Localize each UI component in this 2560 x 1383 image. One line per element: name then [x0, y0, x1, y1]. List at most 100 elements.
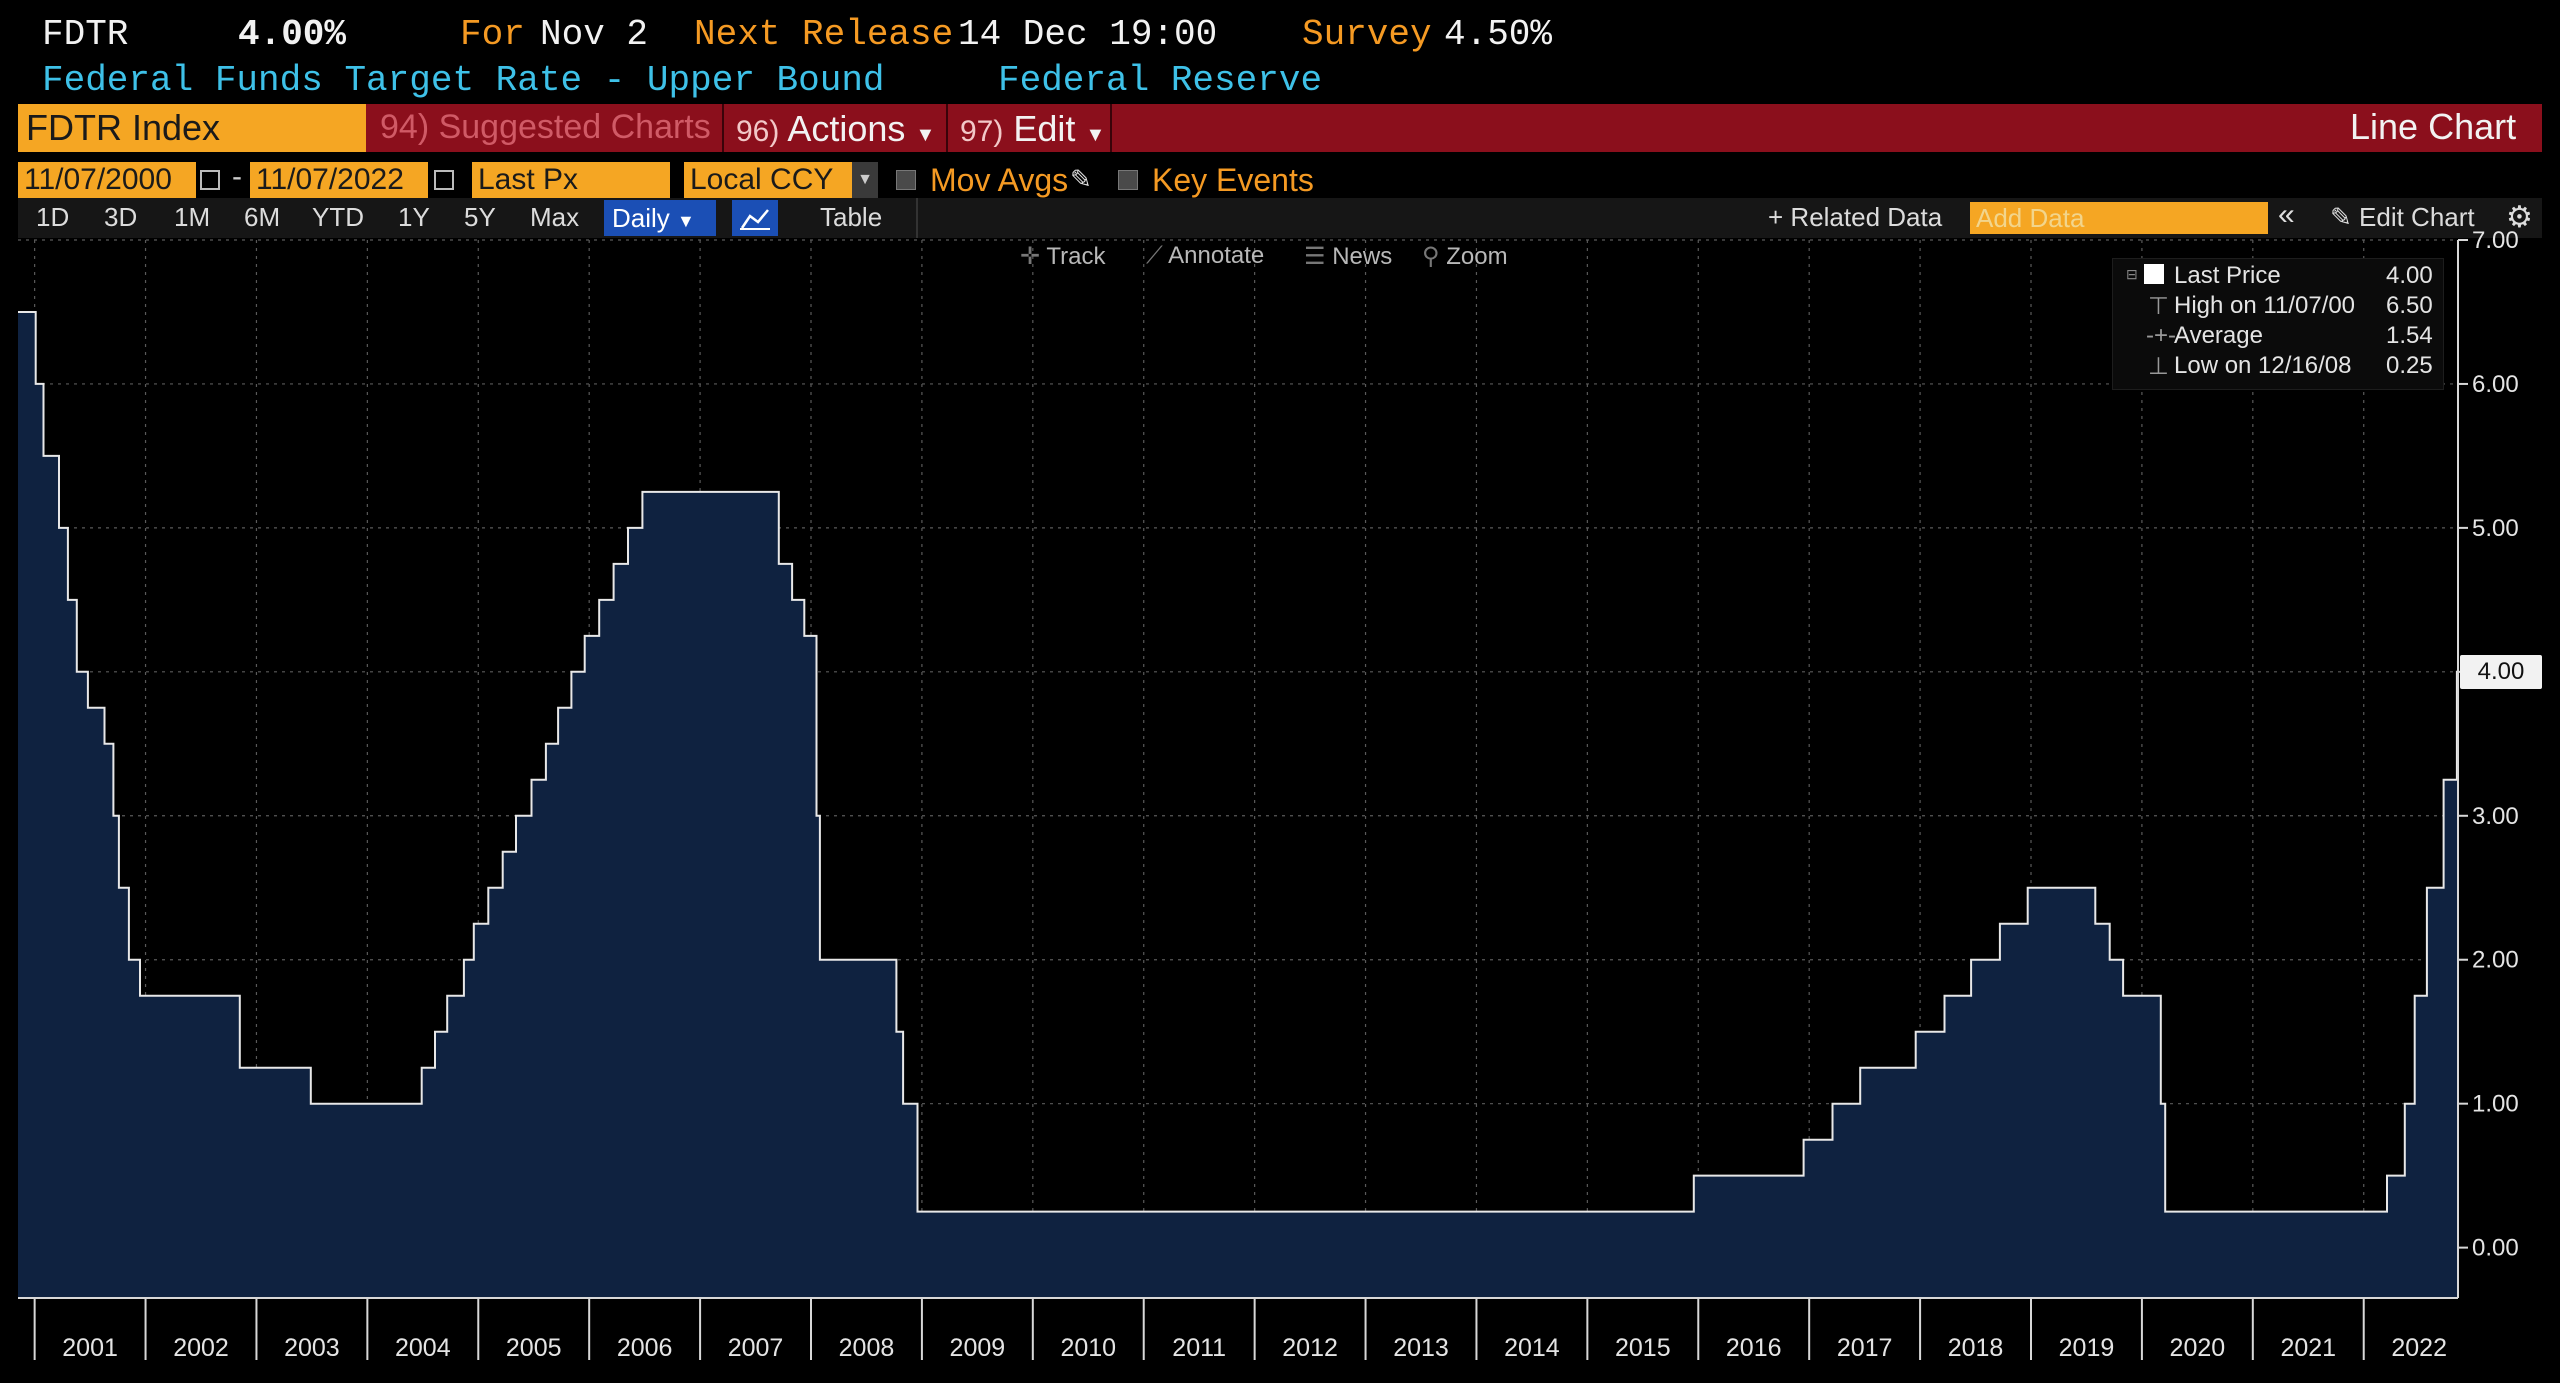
news-icon: ☰: [1304, 243, 1326, 270]
mov-avgs-checkbox[interactable]: [896, 170, 916, 190]
high-marker-icon: ⊤: [2148, 293, 2169, 320]
edit-chart-label: Edit Chart: [2359, 202, 2475, 232]
calendar-icon[interactable]: [200, 170, 220, 190]
range-ytd[interactable]: YTD: [312, 202, 364, 232]
legend-high-label: High on 11/07/00: [2174, 292, 2356, 319]
x-tick-label: 2015: [1615, 1334, 1671, 1362]
y-tick-label: 0.00: [2472, 1235, 2519, 1262]
chevron-down-icon: ▼: [677, 211, 695, 231]
rate-line: [18, 311, 2458, 1213]
calendar-icon[interactable]: [434, 170, 454, 190]
actions-number: 96): [736, 115, 780, 148]
survey-label: Survey: [1302, 14, 1432, 55]
y-tick-label: 7.00: [2472, 227, 2519, 254]
x-tick-label: 2012: [1282, 1334, 1338, 1362]
table-view-button[interactable]: Table: [820, 202, 883, 232]
x-tick-label: 2011: [1172, 1334, 1226, 1362]
track-label: Track: [1046, 243, 1106, 270]
legend-last-price-value: 4.00: [2386, 262, 2433, 289]
x-tick-label: 2014: [1504, 1334, 1560, 1362]
divider: [916, 198, 918, 238]
range-3d[interactable]: 3D: [104, 202, 138, 232]
x-tick-label: 2005: [506, 1334, 562, 1362]
range-1y[interactable]: 1Y: [398, 202, 430, 232]
average-marker-icon: -+-: [2146, 322, 2176, 349]
end-date-input[interactable]: 11/07/2022: [250, 162, 428, 198]
pencil-icon[interactable]: ✎: [1070, 164, 1092, 194]
security-description: Federal Funds Target Rate - Upper Bound: [42, 60, 885, 101]
x-tick-label: 2017: [1837, 1334, 1893, 1362]
start-date-input[interactable]: 11/07/2000: [18, 162, 196, 198]
axes: [18, 240, 2459, 1299]
related-data-label: Related Data: [1790, 202, 1943, 232]
range-1m[interactable]: 1M: [174, 202, 211, 232]
y-tick-label: 1.00: [2472, 1091, 2519, 1118]
edit-label: Edit: [1013, 108, 1076, 149]
divider: [722, 104, 724, 152]
field-select[interactable]: Last Px: [472, 162, 670, 198]
edit-button[interactable]: 97) Edit ▼: [960, 108, 1105, 150]
range-max[interactable]: Max: [530, 202, 580, 232]
y-tick-label: 5.00: [2472, 515, 2519, 542]
collapse-legend-icon[interactable]: ⊟: [2126, 266, 2138, 282]
frequency-dropdown[interactable]: Daily ▼: [604, 200, 716, 236]
actions-button[interactable]: 96) Actions ▼: [736, 108, 935, 150]
line-chart-view-button[interactable]: [732, 200, 778, 236]
legend-swatch[interactable]: [2144, 264, 2164, 284]
actions-label: Actions: [787, 108, 906, 149]
last-value: 4.00%: [238, 14, 347, 55]
annotate-label: Annotate: [1168, 242, 1265, 269]
currency-select[interactable]: Local CCY: [684, 162, 852, 198]
x-tick-label: 2002: [173, 1334, 229, 1362]
dropdown-caret-icon: ▼: [915, 124, 936, 146]
divider: [1110, 104, 1112, 152]
low-marker-icon: ⊥: [2148, 353, 2169, 380]
divider: [946, 104, 948, 152]
add-data-input[interactable]: Add Data: [1970, 202, 2268, 234]
news-tool[interactable]: ☰ News: [1304, 242, 1392, 271]
range-6m[interactable]: 6M: [244, 202, 281, 232]
related-data-button[interactable]: + Related Data: [1768, 202, 1966, 233]
for-label: For: [460, 14, 525, 55]
edit-number: 97): [960, 115, 1004, 148]
plus-icon: +: [1768, 202, 1784, 232]
chevron-down-icon[interactable]: ▼: [852, 162, 878, 198]
x-tick-label: 2009: [950, 1334, 1006, 1362]
zoom-label: Zoom: [1446, 243, 1508, 270]
key-events-checkbox[interactable]: [1118, 170, 1138, 190]
x-tick-label: 2003: [284, 1334, 340, 1362]
for-date: Nov 2: [540, 14, 649, 55]
annotate-icon: ⟋: [1146, 242, 1163, 269]
legend-average-label: Average: [2174, 322, 2263, 349]
survey-value: 4.50%: [1444, 14, 1553, 55]
data-source: Federal Reserve: [998, 60, 1323, 101]
x-tick-label: 2021: [2280, 1334, 2336, 1362]
x-tick-label: 2010: [1060, 1334, 1116, 1362]
zoom-tool[interactable]: ⚲ Zoom: [1422, 242, 1508, 271]
last-value-tag: 4.00: [2460, 654, 2542, 689]
crosshair-icon: ✛: [1020, 243, 1041, 270]
legend: [2112, 258, 2444, 390]
x-axis-ticks: 2001 2002 2003 2004 2005 2006 2007 2008 2009 2010…: [33, 1298, 2447, 1362]
legend-low-value: 0.25: [2386, 352, 2433, 379]
x-tick-label: 2018: [1948, 1334, 2004, 1362]
track-tool[interactable]: ✛ Track: [1020, 242, 1105, 271]
edit-chart-button[interactable]: ✎ Edit Chart: [2330, 202, 2475, 233]
range-1d[interactable]: 1D: [36, 202, 70, 232]
dropdown-caret-icon: ▼: [1085, 124, 1106, 146]
range-5y[interactable]: 5Y: [464, 202, 496, 232]
chart-type-label[interactable]: Line Chart: [2350, 106, 2517, 147]
security-input[interactable]: FDTR Index: [18, 104, 366, 152]
suggested-charts-button[interactable]: 94) Suggested Charts: [380, 108, 711, 146]
line-chart-icon: [740, 209, 770, 230]
x-tick-label: 2008: [839, 1334, 895, 1362]
x-tick-label: 2013: [1393, 1334, 1449, 1362]
x-tick-label: 2006: [617, 1334, 673, 1362]
x-tick-label: 2016: [1726, 1334, 1782, 1362]
mov-avgs-label[interactable]: Mov Avgs: [930, 162, 1069, 198]
key-events-label[interactable]: Key Events: [1152, 162, 1314, 198]
collapse-icon[interactable]: «: [2278, 198, 2295, 231]
gear-icon[interactable]: ⚙: [2506, 201, 2533, 234]
y-tick-label: 2.00: [2472, 947, 2519, 974]
annotate-tool[interactable]: ⟋ Annotate: [1146, 242, 1264, 270]
